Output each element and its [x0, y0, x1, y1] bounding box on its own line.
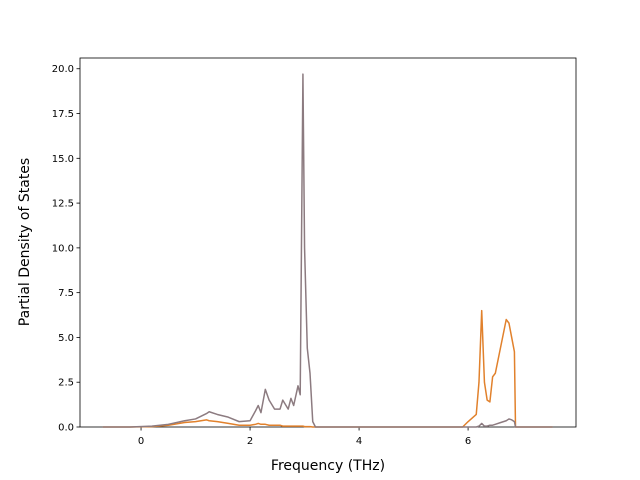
y-tick-label: 0.0: [58, 423, 74, 434]
y-axis-title: Partial Density of States: [17, 158, 33, 326]
y-tick-label: 7.5: [58, 288, 74, 299]
x-axis-title: Frequency (THz): [271, 458, 385, 474]
y-tick-label: 5.0: [58, 333, 74, 344]
series-line: [102, 309, 553, 428]
y-tick-label: 2.5: [58, 378, 74, 389]
y-tick-label: 10.0: [52, 243, 74, 254]
y-tick-label: 17.5: [52, 109, 74, 120]
y-tick-label: 15.0: [52, 154, 74, 165]
series-line: [102, 73, 553, 428]
x-tick-label: 2: [247, 436, 253, 447]
x-tick-label: 4: [356, 436, 362, 447]
plot-frame: [79, 57, 577, 428]
y-tick-label: 12.5: [52, 199, 74, 210]
x-tick-label: 6: [465, 436, 471, 447]
x-tick-label: 0: [138, 436, 144, 447]
y-tick-label: 20.0: [52, 64, 74, 75]
